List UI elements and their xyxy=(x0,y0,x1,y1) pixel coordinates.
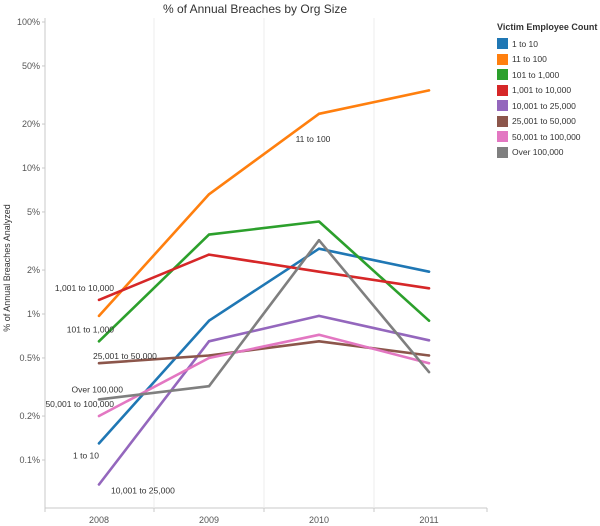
series-point xyxy=(207,385,211,388)
series-point xyxy=(97,414,101,418)
series-line xyxy=(97,333,431,418)
series-point xyxy=(427,319,431,322)
y-tick-label: 0.1% xyxy=(19,455,40,465)
legend-item: 50,001 to 100,000 xyxy=(497,129,597,145)
legend-title: Victim Employee Count xyxy=(497,22,598,32)
series-point xyxy=(207,340,211,343)
series-point xyxy=(317,270,321,273)
series-point xyxy=(207,233,211,236)
series-point xyxy=(427,339,431,342)
y-axis-label: % of Annual Breaches Analyzed xyxy=(2,204,12,332)
series-point xyxy=(427,89,431,92)
series-point xyxy=(97,314,101,318)
series-point xyxy=(97,298,101,302)
series-point xyxy=(207,319,211,322)
legend-label: 10,001 to 25,000 xyxy=(512,100,576,111)
series-point xyxy=(97,483,101,486)
y-tick-label: 20% xyxy=(22,119,40,129)
series-annotation: 1,001 to 10,000 xyxy=(55,283,114,293)
series-point xyxy=(207,354,211,357)
legend-swatch xyxy=(497,53,508,65)
legend-swatch xyxy=(497,38,508,50)
y-tick-label: 0.2% xyxy=(19,411,40,421)
series-point xyxy=(317,340,321,343)
x-tick-label: 2009 xyxy=(199,515,219,525)
legend-swatch xyxy=(497,100,508,112)
series-annotation: 1 to 10 xyxy=(73,450,99,460)
series-line xyxy=(97,247,431,445)
legend: Victim Employee Count 1 to 10 11 to 100 10… xyxy=(497,22,597,160)
series-point xyxy=(207,253,211,256)
legend-swatch xyxy=(497,146,508,158)
series-annotation: 25,001 to 50,000 xyxy=(93,351,157,361)
series-annotation: 11 to 100 xyxy=(296,134,331,144)
y-tick-label: 100% xyxy=(17,17,40,27)
series-point xyxy=(317,220,321,223)
series-point xyxy=(97,398,101,401)
series-point xyxy=(427,362,431,365)
y-tick-label: 1% xyxy=(27,309,40,319)
legend-item: 101 to 1,000 xyxy=(497,67,597,83)
series-point xyxy=(207,193,211,196)
y-tick-label: 5% xyxy=(27,207,40,217)
legend-item: Over 100,000 xyxy=(497,145,597,161)
series-annotation: 50,001 to 100,000 xyxy=(45,399,114,409)
y-tick-label: 10% xyxy=(22,163,40,173)
legend-label: 11 to 100 xyxy=(512,54,547,65)
series-annotation: 101 to 1,000 xyxy=(67,324,115,334)
legend-item: 1 to 10 xyxy=(497,36,597,52)
x-tick-label: 2011 xyxy=(419,515,438,525)
series-line xyxy=(97,89,431,318)
legend-label: Over 100,000 xyxy=(512,147,564,158)
chart-title: % of Annual Breaches by Org Size xyxy=(163,2,347,16)
plot-area: 100% 50% 20% 10% 5% 2% 1% 0.5% 0.2% 0.1% 2008 2009 2… xyxy=(17,17,488,525)
series-point xyxy=(97,442,101,445)
legend-label: 101 to 1,000 xyxy=(512,69,560,80)
y-tick-label: 2% xyxy=(27,265,40,275)
legend-item: 11 to 100 xyxy=(497,52,597,68)
series-annotation: Over 100,000 xyxy=(71,384,123,394)
series-point xyxy=(427,354,431,357)
series-point xyxy=(427,287,431,290)
legend-label: 1,001 to 10,000 xyxy=(512,85,572,96)
series-point xyxy=(427,270,431,273)
legend-item: 10,001 to 25,000 xyxy=(497,98,597,114)
legend-swatch xyxy=(497,131,508,143)
series-line xyxy=(97,253,431,302)
series-point xyxy=(317,247,321,250)
series-annotation: 10,001 to 25,000 xyxy=(111,485,175,495)
legend-label: 1 to 10 xyxy=(512,38,538,49)
series-point xyxy=(97,340,101,343)
legend-swatch xyxy=(497,115,508,127)
series-line xyxy=(97,314,431,486)
series-point xyxy=(317,333,321,337)
series-line xyxy=(97,220,431,343)
legend-item: 1,001 to 10,000 xyxy=(497,83,597,99)
legend-swatch xyxy=(497,84,508,96)
y-tick-label: 0.5% xyxy=(19,353,40,363)
series-point xyxy=(207,356,211,360)
legend-label: 25,001 to 50,000 xyxy=(512,116,576,127)
legend-swatch xyxy=(497,69,508,81)
x-tick-label: 2010 xyxy=(309,515,329,525)
series-line xyxy=(97,238,431,401)
series-point xyxy=(97,362,101,365)
y-tick-label: 50% xyxy=(22,61,40,71)
series-point xyxy=(427,370,431,374)
legend-items: 1 to 10 11 to 100 101 to 1,000 1,001 to 10,… xyxy=(497,36,597,160)
series-point xyxy=(317,239,321,242)
x-tick-label: 2008 xyxy=(89,515,109,525)
legend-item: 25,001 to 50,000 xyxy=(497,114,597,130)
series-point xyxy=(317,314,321,318)
series-point xyxy=(317,112,321,116)
legend-label: 50,001 to 100,000 xyxy=(512,131,581,142)
